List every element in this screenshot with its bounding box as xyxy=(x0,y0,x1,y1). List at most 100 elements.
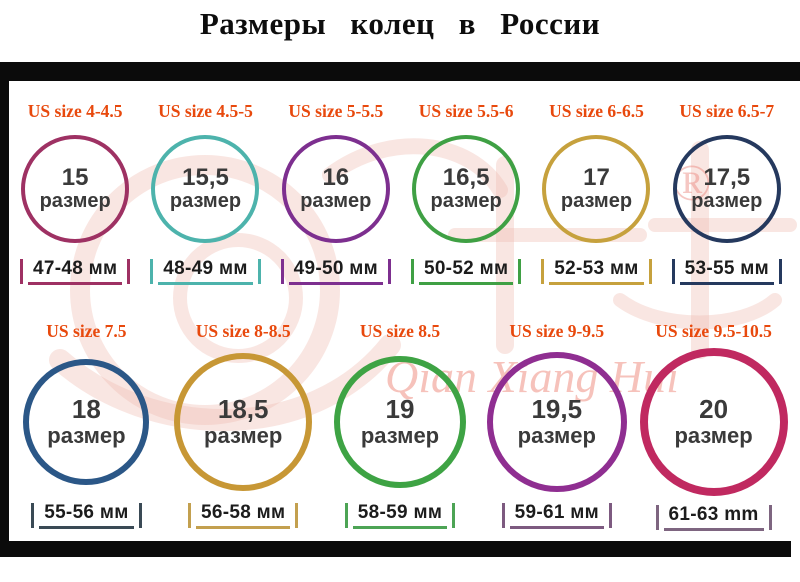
ring-area: 15,5 размер xyxy=(151,134,260,244)
ru-size-number: 17,5 xyxy=(703,163,751,191)
us-size-label: US size 8-8.5 xyxy=(195,321,291,341)
ru-size-word: размер xyxy=(39,190,111,213)
ru-size-word: размер xyxy=(560,190,633,213)
ring-circle: 17,5 размер xyxy=(672,135,781,243)
tick-bar-right xyxy=(127,259,131,284)
ring-size-entry-19: US size 8.5 19 размер 58-59 мм xyxy=(322,312,479,534)
mm-range-label: 53-55 мм xyxy=(679,258,774,285)
us-size-label: US size 8.5 xyxy=(359,321,441,341)
us-size-label: US size 7.5 xyxy=(46,321,127,341)
tick-bar-right xyxy=(648,259,652,284)
tick-bar-left xyxy=(410,259,414,284)
tick-bar-right xyxy=(388,259,392,284)
tick-bar-left xyxy=(19,259,23,284)
ru-size-word: размер xyxy=(204,423,283,448)
mm-range-label: 58-59 мм xyxy=(352,502,448,529)
ring-size-entry-16: US size 5-5.5 16 размер 49-50 мм xyxy=(271,90,401,285)
tick-bar-right xyxy=(138,503,142,528)
top-border-bar xyxy=(0,62,800,81)
ring-area: 18,5 размер xyxy=(174,352,313,492)
ru-size-word: размер xyxy=(517,423,596,448)
tick-bar-left xyxy=(344,503,348,528)
ring-circle: 20 размер xyxy=(639,348,788,496)
mm-range: 47-48 мм xyxy=(19,258,131,285)
ring-circle: 18 размер xyxy=(23,359,150,485)
mm-range: 56-58 мм xyxy=(188,502,299,529)
us-size-label: US size 5.5-6 xyxy=(418,101,514,121)
mm-range: 61-63 mm xyxy=(647,502,780,534)
mm-range-label: 50-52 мм xyxy=(418,258,514,285)
ru-size-number: 17 xyxy=(583,163,610,191)
mm-range-label: 47-48 мм xyxy=(27,258,123,285)
ru-size-number: 15 xyxy=(61,163,89,191)
ring-size-entry-18: US size 7.5 18 размер 55-56 мм xyxy=(8,312,165,534)
ru-size-number: 19 xyxy=(385,393,415,424)
mm-range-label: 59-61 мм xyxy=(509,502,604,529)
ru-size-number: 16 xyxy=(322,163,350,191)
ru-size-number: 15,5 xyxy=(182,163,229,191)
ru-size-number: 16,5 xyxy=(442,163,490,191)
ring-area: 18 размер xyxy=(23,352,150,492)
us-size-label: US size 6.5-7 xyxy=(679,101,775,121)
ring-size-entry-17: US size 6-6.5 17 размер 52-53 мм xyxy=(531,90,661,285)
mm-range-label: 55-56 мм xyxy=(39,502,134,529)
ring-size-entry-17-5: US size 6.5-7 17,5 размер 53-55 мм xyxy=(662,90,792,285)
size-row-1: US size 4-4.5 15 размер 47-48 мм US size… xyxy=(10,90,792,285)
mm-range: 49-50 мм xyxy=(280,258,392,285)
mm-range: 52-53 мм xyxy=(541,258,652,285)
ring-area: 17,5 размер xyxy=(672,134,781,244)
ring-area: 19 размер xyxy=(333,352,466,492)
mm-range: 59-61 мм xyxy=(501,502,612,529)
tick-bar-left xyxy=(31,503,35,528)
ring-area: 16 размер xyxy=(281,134,390,244)
mm-range: 58-59 мм xyxy=(344,502,456,529)
tick-bar-right xyxy=(779,259,782,284)
size-row-2: US size 7.5 18 размер 55-56 мм US size 8… xyxy=(8,312,792,534)
ring-circle: 15 размер xyxy=(21,135,130,243)
tick-bar-right xyxy=(257,259,261,284)
ru-size-number: 20 xyxy=(699,393,729,424)
ru-size-word: размер xyxy=(47,423,126,448)
mm-range: 48-49 мм xyxy=(150,258,261,285)
mm-range-label: 61-63 mm xyxy=(663,504,764,531)
tick-bar-right xyxy=(768,505,772,530)
tick-bar-right xyxy=(295,503,299,528)
tick-bar-left xyxy=(671,259,675,284)
ring-circle: 15,5 размер xyxy=(151,135,260,243)
tick-bar-left xyxy=(541,259,545,284)
mm-range: 53-55 мм xyxy=(671,258,782,285)
ring-size-entry-15-5: US size 4.5-5 15,5 размер 48-49 мм xyxy=(140,90,270,285)
ru-size-number: 18,5 xyxy=(217,393,269,424)
ring-area: 15 размер xyxy=(21,134,130,244)
ring-circle: 16,5 размер xyxy=(412,135,521,243)
ring-size-entry-19-5: US size 9-9.5 19,5 размер 59-61 мм xyxy=(478,312,635,534)
mm-range-label: 52-53 мм xyxy=(549,258,644,285)
tick-bar-left xyxy=(150,259,154,284)
ru-size-number: 19,5 xyxy=(531,393,583,424)
ring-size-entry-16-5: US size 5.5-6 16,5 размер 50-52 мм xyxy=(401,90,531,285)
tick-bar-right xyxy=(452,503,456,528)
tick-bar-right xyxy=(608,503,612,528)
mm-range-label: 48-49 мм xyxy=(158,258,253,285)
tick-bar-left xyxy=(188,503,191,528)
ring-area: 16,5 размер xyxy=(412,134,521,244)
tick-bar-left xyxy=(501,503,505,528)
left-border-bar xyxy=(0,62,9,557)
mm-range-label: 49-50 мм xyxy=(288,258,384,285)
page-title: Размеры колец в России xyxy=(199,6,601,41)
ru-size-word: размер xyxy=(691,190,763,213)
ru-size-number: 18 xyxy=(71,393,101,424)
ring-size-entry-20: US size 9.5-10.5 20 размер 61-63 mm xyxy=(635,312,792,534)
ru-size-word: размер xyxy=(300,190,372,213)
us-size-label: US size 4-4.5 xyxy=(27,101,123,121)
ring-area: 20 размер xyxy=(639,348,788,496)
ring-circle: 17 размер xyxy=(542,135,651,243)
ring-circle: 16 размер xyxy=(281,135,390,243)
ring-circle: 19 размер xyxy=(333,356,466,488)
ring-circle: 18,5 размер xyxy=(174,353,313,491)
ring-area: 17 размер xyxy=(542,134,651,244)
tick-bar-left xyxy=(280,259,284,284)
mm-range: 55-56 мм xyxy=(31,502,142,529)
ru-size-word: размер xyxy=(360,423,440,448)
